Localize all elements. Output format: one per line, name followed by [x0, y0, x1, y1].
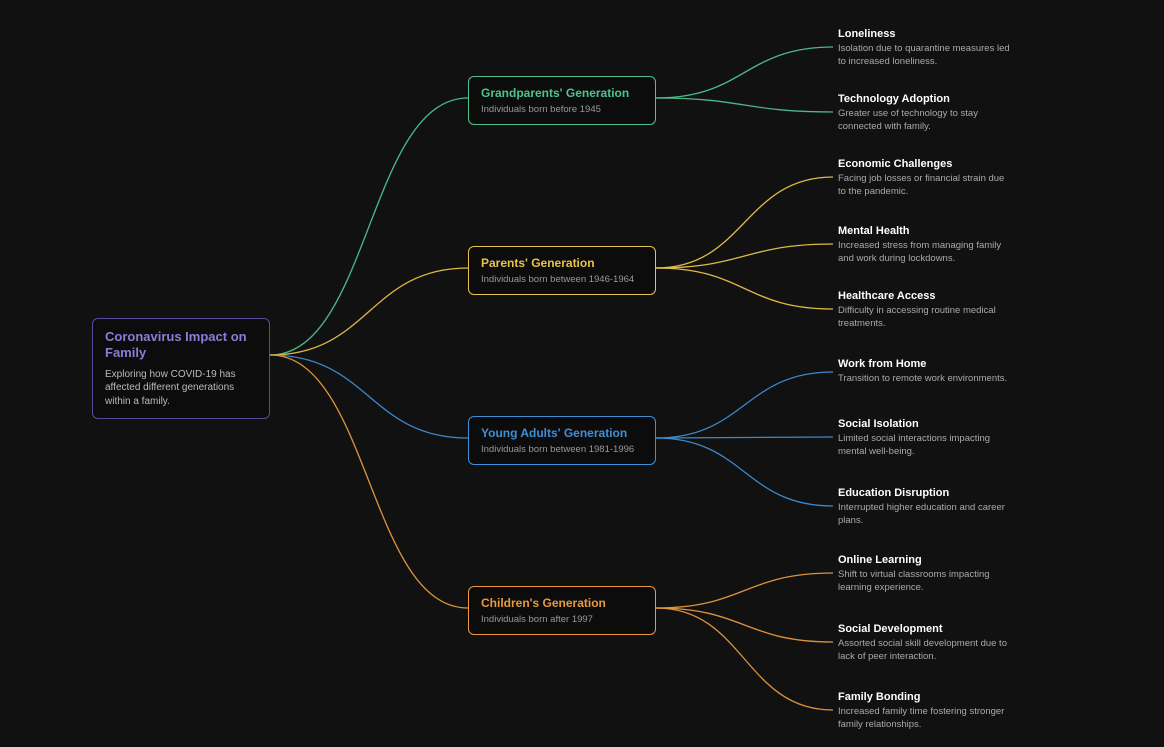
- leaf-grandparents-1[interactable]: Technology Adoption Greater use of techno…: [838, 93, 1013, 134]
- leaf-parents-0-desc: Facing job losses or financial strain du…: [838, 173, 1013, 199]
- leaf-grandparents-0-desc: Isolation due to quarantine measures led…: [838, 43, 1013, 69]
- leaf-children-0-title: Online Learning: [838, 554, 1013, 566]
- leaf-parents-0-title: Economic Challenges: [838, 158, 1013, 170]
- branch-youngadults-desc: Individuals born between 1981-1996: [481, 444, 643, 455]
- leaf-grandparents-1-desc: Greater use of technology to stay connec…: [838, 108, 1013, 134]
- root-node-title: Coronavirus Impact on Family: [105, 329, 257, 362]
- leaf-children-2[interactable]: Family Bonding Increased family time fost…: [838, 691, 1013, 732]
- leaf-children-2-desc: Increased family time fostering stronger…: [838, 706, 1013, 732]
- branch-children-title: Children's Generation: [481, 596, 643, 610]
- branch-youngadults-title: Young Adults' Generation: [481, 426, 643, 440]
- leaf-children-1-desc: Assorted social skill development due to…: [838, 638, 1013, 664]
- leaf-parents-0[interactable]: Economic Challenges Facing job losses or …: [838, 158, 1013, 199]
- leaf-children-0-desc: Shift to virtual classrooms impacting le…: [838, 569, 1013, 595]
- branch-grandparents[interactable]: Grandparents' Generation Individuals born…: [468, 76, 656, 125]
- branch-parents-desc: Individuals born between 1946-1964: [481, 274, 643, 285]
- leaf-youngadults-1[interactable]: Social Isolation Limited social interacti…: [838, 418, 1013, 459]
- leaf-children-1-title: Social Development: [838, 623, 1013, 635]
- leaf-children-0[interactable]: Online Learning Shift to virtual classroo…: [838, 554, 1013, 595]
- leaf-youngadults-0-title: Work from Home: [838, 358, 1013, 370]
- branch-parents-title: Parents' Generation: [481, 256, 643, 270]
- leaf-parents-1[interactable]: Mental Health Increased stress from manag…: [838, 225, 1013, 266]
- branch-grandparents-desc: Individuals born before 1945: [481, 104, 643, 115]
- branch-grandparents-title: Grandparents' Generation: [481, 86, 643, 100]
- leaf-youngadults-1-title: Social Isolation: [838, 418, 1013, 430]
- leaf-parents-1-desc: Increased stress from managing family an…: [838, 240, 1013, 266]
- branch-youngadults[interactable]: Young Adults' Generation Individuals born…: [468, 416, 656, 465]
- root-node-desc: Exploring how COVID-19 has affected diff…: [105, 368, 257, 409]
- mindmap-canvas: Coronavirus Impact on Family Exploring ho…: [0, 0, 1164, 747]
- leaf-children-2-title: Family Bonding: [838, 691, 1013, 703]
- leaf-parents-2-desc: Difficulty in accessing routine medical …: [838, 305, 1013, 331]
- leaf-grandparents-0[interactable]: Loneliness Isolation due to quarantine me…: [838, 28, 1013, 69]
- leaf-youngadults-0-desc: Transition to remote work environments.: [838, 373, 1013, 386]
- leaf-parents-2-title: Healthcare Access: [838, 290, 1013, 302]
- leaf-parents-2[interactable]: Healthcare Access Difficulty in accessing…: [838, 290, 1013, 331]
- leaf-youngadults-2-title: Education Disruption: [838, 487, 1013, 499]
- branch-children-desc: Individuals born after 1997: [481, 614, 643, 625]
- branch-children[interactable]: Children's Generation Individuals born af…: [468, 586, 656, 635]
- leaf-youngadults-2[interactable]: Education Disruption Interrupted higher e…: [838, 487, 1013, 528]
- leaf-children-1[interactable]: Social Development Assorted social skill …: [838, 623, 1013, 664]
- branch-parents[interactable]: Parents' Generation Individuals born betw…: [468, 246, 656, 295]
- root-node[interactable]: Coronavirus Impact on Family Exploring ho…: [92, 318, 270, 419]
- leaf-grandparents-0-title: Loneliness: [838, 28, 1013, 40]
- leaf-youngadults-0[interactable]: Work from Home Transition to remote work …: [838, 358, 1013, 386]
- leaf-youngadults-2-desc: Interrupted higher education and career …: [838, 502, 1013, 528]
- leaf-grandparents-1-title: Technology Adoption: [838, 93, 1013, 105]
- leaf-parents-1-title: Mental Health: [838, 225, 1013, 237]
- leaf-youngadults-1-desc: Limited social interactions impacting me…: [838, 433, 1013, 459]
